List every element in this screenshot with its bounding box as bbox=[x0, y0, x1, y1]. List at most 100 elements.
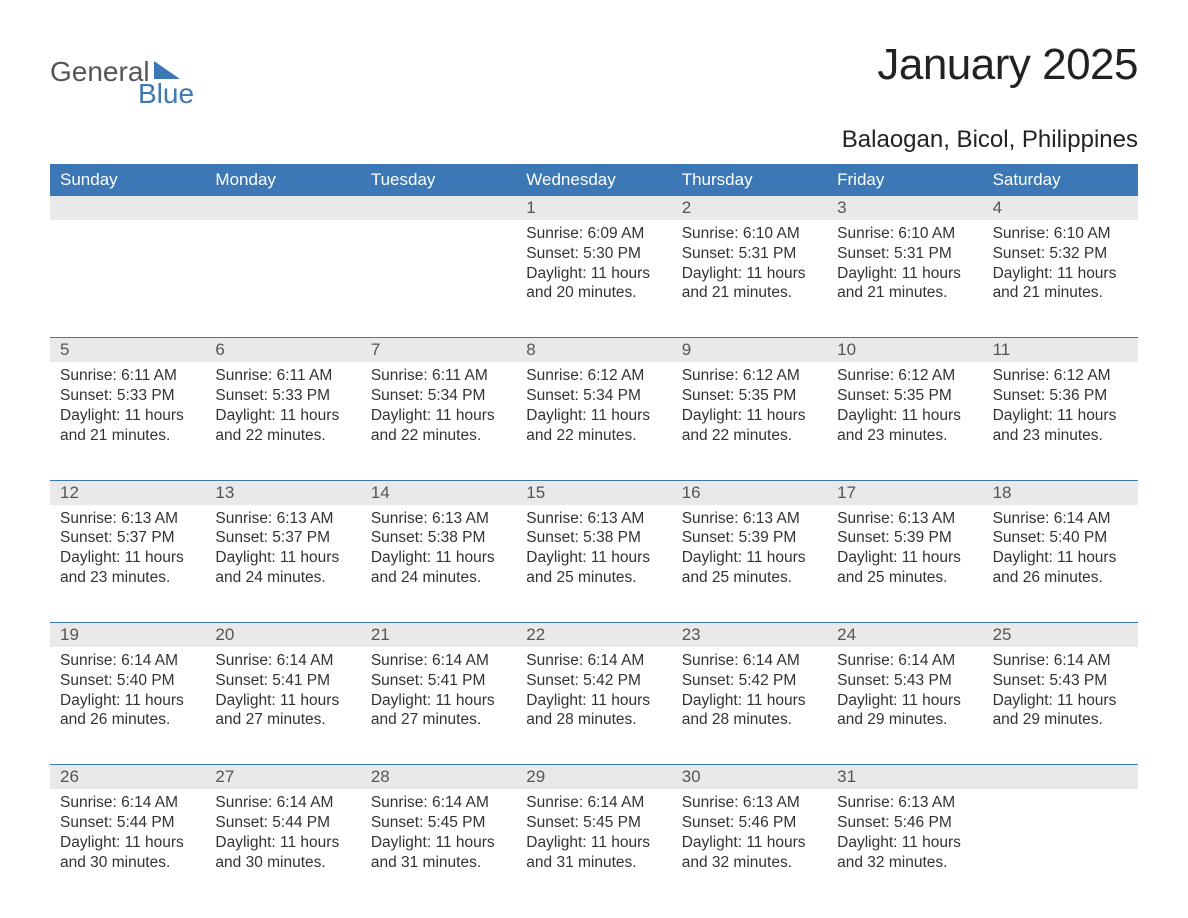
day-cell: Sunrise: 6:13 AMSunset: 5:38 PMDaylight:… bbox=[516, 505, 671, 608]
daylight-line: Daylight: 11 hours and 26 minutes. bbox=[60, 691, 195, 731]
sunset-line: Sunset: 5:43 PM bbox=[993, 671, 1128, 691]
day-cell: Sunrise: 6:10 AMSunset: 5:31 PMDaylight:… bbox=[672, 220, 827, 323]
sunset-line: Sunset: 5:33 PM bbox=[60, 386, 195, 406]
sunset-line: Sunset: 5:46 PM bbox=[682, 813, 817, 833]
day-cell: Sunrise: 6:09 AMSunset: 5:30 PMDaylight:… bbox=[516, 220, 671, 323]
sunset-line: Sunset: 5:35 PM bbox=[682, 386, 817, 406]
sunset-line: Sunset: 5:40 PM bbox=[993, 528, 1128, 548]
day-number: 28 bbox=[361, 765, 516, 789]
sunrise-line: Sunrise: 6:13 AM bbox=[60, 509, 195, 529]
daylight-line: Daylight: 11 hours and 27 minutes. bbox=[215, 691, 350, 731]
day-number: 16 bbox=[672, 481, 827, 505]
sunrise-line: Sunrise: 6:12 AM bbox=[526, 366, 661, 386]
daylight-line: Daylight: 11 hours and 27 minutes. bbox=[371, 691, 506, 731]
daylight-line: Daylight: 11 hours and 25 minutes. bbox=[837, 548, 972, 588]
daylight-line: Daylight: 11 hours and 32 minutes. bbox=[837, 833, 972, 873]
day-number: 17 bbox=[827, 481, 982, 505]
day-number: 4 bbox=[983, 196, 1138, 220]
day-number: 9 bbox=[672, 338, 827, 362]
day-cell: Sunrise: 6:13 AMSunset: 5:46 PMDaylight:… bbox=[672, 789, 827, 892]
day-number: 24 bbox=[827, 623, 982, 647]
sunrise-line: Sunrise: 6:14 AM bbox=[371, 793, 506, 813]
sunset-line: Sunset: 5:34 PM bbox=[526, 386, 661, 406]
day-number bbox=[205, 196, 360, 220]
day-cell: Sunrise: 6:13 AMSunset: 5:39 PMDaylight:… bbox=[672, 505, 827, 608]
day-cell bbox=[205, 220, 360, 323]
day-number: 21 bbox=[361, 623, 516, 647]
day-number-strip: 12131415161718 bbox=[50, 481, 1138, 505]
day-cell: Sunrise: 6:11 AMSunset: 5:33 PMDaylight:… bbox=[205, 362, 360, 465]
sunset-line: Sunset: 5:34 PM bbox=[371, 386, 506, 406]
day-cell bbox=[983, 789, 1138, 892]
day-cell: Sunrise: 6:14 AMSunset: 5:45 PMDaylight:… bbox=[361, 789, 516, 892]
day-number: 3 bbox=[827, 196, 982, 220]
daylight-line: Daylight: 11 hours and 21 minutes. bbox=[993, 264, 1128, 304]
sunrise-line: Sunrise: 6:14 AM bbox=[993, 509, 1128, 529]
sunset-line: Sunset: 5:37 PM bbox=[60, 528, 195, 548]
sunset-line: Sunset: 5:41 PM bbox=[371, 671, 506, 691]
sunset-line: Sunset: 5:38 PM bbox=[371, 528, 506, 548]
sunset-line: Sunset: 5:36 PM bbox=[993, 386, 1128, 406]
day-cell: Sunrise: 6:11 AMSunset: 5:33 PMDaylight:… bbox=[50, 362, 205, 465]
sunrise-line: Sunrise: 6:14 AM bbox=[371, 651, 506, 671]
location-subtitle: Balaogan, Bicol, Philippines bbox=[50, 126, 1138, 154]
daylight-line: Daylight: 11 hours and 32 minutes. bbox=[682, 833, 817, 873]
weekday-header-row: SundayMondayTuesdayWednesdayThursdayFrid… bbox=[50, 164, 1138, 196]
sunset-line: Sunset: 5:39 PM bbox=[682, 528, 817, 548]
sunset-line: Sunset: 5:33 PM bbox=[215, 386, 350, 406]
day-cell bbox=[50, 220, 205, 323]
daylight-line: Daylight: 11 hours and 21 minutes. bbox=[682, 264, 817, 304]
daylight-line: Daylight: 11 hours and 20 minutes. bbox=[526, 264, 661, 304]
day-cell: Sunrise: 6:13 AMSunset: 5:37 PMDaylight:… bbox=[50, 505, 205, 608]
sunrise-line: Sunrise: 6:10 AM bbox=[682, 224, 817, 244]
sunrise-line: Sunrise: 6:14 AM bbox=[60, 793, 195, 813]
day-cell: Sunrise: 6:14 AMSunset: 5:45 PMDaylight:… bbox=[516, 789, 671, 892]
sunset-line: Sunset: 5:46 PM bbox=[837, 813, 972, 833]
day-cell: Sunrise: 6:10 AMSunset: 5:32 PMDaylight:… bbox=[983, 220, 1138, 323]
day-number: 14 bbox=[361, 481, 516, 505]
day-number: 11 bbox=[983, 338, 1138, 362]
weekday-header: Tuesday bbox=[361, 164, 516, 196]
sunrise-line: Sunrise: 6:13 AM bbox=[526, 509, 661, 529]
sunrise-line: Sunrise: 6:13 AM bbox=[682, 509, 817, 529]
logo-triangle-icon bbox=[154, 61, 180, 83]
sunrise-line: Sunrise: 6:09 AM bbox=[526, 224, 661, 244]
daylight-line: Daylight: 11 hours and 30 minutes. bbox=[215, 833, 350, 873]
day-number: 2 bbox=[672, 196, 827, 220]
day-cell bbox=[361, 220, 516, 323]
day-number: 18 bbox=[983, 481, 1138, 505]
day-cell: Sunrise: 6:14 AMSunset: 5:41 PMDaylight:… bbox=[361, 647, 516, 750]
day-number: 19 bbox=[50, 623, 205, 647]
day-number: 10 bbox=[827, 338, 982, 362]
sunset-line: Sunset: 5:40 PM bbox=[60, 671, 195, 691]
day-cell: Sunrise: 6:12 AMSunset: 5:35 PMDaylight:… bbox=[827, 362, 982, 465]
sunset-line: Sunset: 5:44 PM bbox=[215, 813, 350, 833]
day-number-strip: 262728293031 bbox=[50, 765, 1138, 789]
daylight-line: Daylight: 11 hours and 31 minutes. bbox=[526, 833, 661, 873]
sunset-line: Sunset: 5:38 PM bbox=[526, 528, 661, 548]
sunrise-line: Sunrise: 6:12 AM bbox=[682, 366, 817, 386]
day-cell: Sunrise: 6:14 AMSunset: 5:40 PMDaylight:… bbox=[50, 647, 205, 750]
sunset-line: Sunset: 5:32 PM bbox=[993, 244, 1128, 264]
weekday-header: Saturday bbox=[983, 164, 1138, 196]
logo-word-blue: Blue bbox=[138, 80, 194, 108]
sunrise-line: Sunrise: 6:14 AM bbox=[526, 651, 661, 671]
daylight-line: Daylight: 11 hours and 22 minutes. bbox=[526, 406, 661, 446]
sunrise-line: Sunrise: 6:14 AM bbox=[993, 651, 1128, 671]
sunrise-line: Sunrise: 6:14 AM bbox=[682, 651, 817, 671]
sunset-line: Sunset: 5:45 PM bbox=[526, 813, 661, 833]
day-number: 23 bbox=[672, 623, 827, 647]
day-cell: Sunrise: 6:14 AMSunset: 5:43 PMDaylight:… bbox=[983, 647, 1138, 750]
day-number-strip: 567891011 bbox=[50, 338, 1138, 362]
daylight-line: Daylight: 11 hours and 22 minutes. bbox=[682, 406, 817, 446]
day-number-strip: 1234 bbox=[50, 196, 1138, 220]
sunrise-line: Sunrise: 6:12 AM bbox=[837, 366, 972, 386]
sunrise-line: Sunrise: 6:14 AM bbox=[60, 651, 195, 671]
day-cell: Sunrise: 6:14 AMSunset: 5:44 PMDaylight:… bbox=[50, 789, 205, 892]
sunset-line: Sunset: 5:39 PM bbox=[837, 528, 972, 548]
daylight-line: Daylight: 11 hours and 25 minutes. bbox=[682, 548, 817, 588]
day-number: 31 bbox=[827, 765, 982, 789]
day-cell: Sunrise: 6:13 AMSunset: 5:38 PMDaylight:… bbox=[361, 505, 516, 608]
sunset-line: Sunset: 5:42 PM bbox=[682, 671, 817, 691]
day-cell: Sunrise: 6:12 AMSunset: 5:35 PMDaylight:… bbox=[672, 362, 827, 465]
